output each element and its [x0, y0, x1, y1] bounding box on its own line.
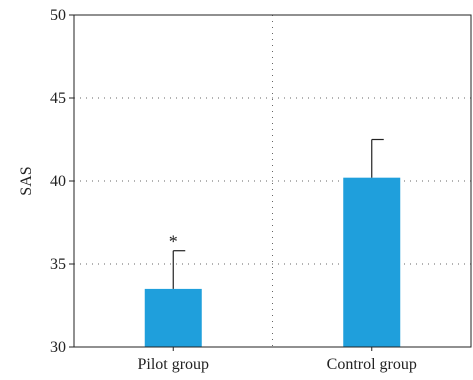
y-ticks: 30 35 40 45 50 [50, 7, 74, 356]
y-tick-label: 50 [50, 7, 66, 24]
error-bars: * [169, 138, 384, 289]
bar-pilot-group [144, 288, 202, 347]
y-tick-label: 45 [50, 90, 66, 107]
grid-lines [74, 15, 471, 347]
y-axis-label: SAS [18, 166, 35, 195]
bar-control-group [343, 177, 401, 347]
x-ticks: Pilot group Control group [137, 347, 417, 373]
x-tick-label: Pilot group [137, 356, 209, 373]
y-tick-label: 30 [50, 339, 66, 356]
x-tick-label: Control group [327, 356, 417, 373]
significance-star: * [169, 232, 178, 252]
y-tick-label: 40 [50, 173, 66, 190]
y-tick-label: 35 [50, 256, 66, 273]
bars [144, 177, 401, 347]
